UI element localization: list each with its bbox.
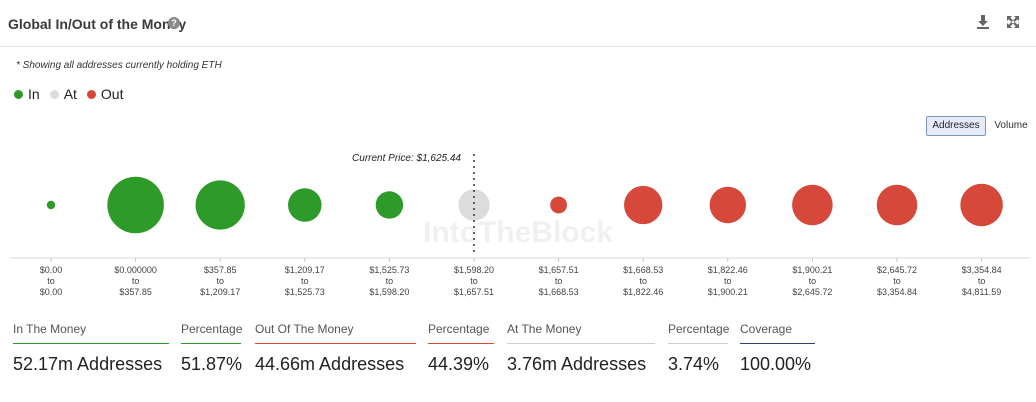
- bubble-out: [624, 185, 663, 225]
- tick-label-from: $0.00: [40, 265, 63, 275]
- tick-label-to-word: to: [470, 276, 478, 286]
- bubble-out: [792, 184, 833, 226]
- legend-label-out: Out: [100, 86, 124, 102]
- bubble-in: [46, 200, 56, 210]
- page-title: Global In/Out of the Money: [8, 16, 187, 32]
- stat-label: Percentage: [668, 322, 729, 344]
- tick-label-to: $1,598.20: [369, 287, 409, 297]
- tick-label-to: $1,525.73: [285, 287, 325, 297]
- tick-label-to-word: to: [555, 276, 563, 286]
- tick-label-from: $1,822.46: [708, 265, 748, 275]
- tick-label-to: $1,209.17: [200, 287, 240, 297]
- chart-header: Global In/Out of the Money ?: [0, 0, 1036, 47]
- stat-value: 44.66m Addresses: [255, 354, 405, 374]
- stat-label: Percentage: [428, 322, 494, 344]
- tick-label-to: $4,811.59: [962, 287, 1001, 297]
- tick-label-from: $2,645.72: [877, 265, 917, 275]
- legend-dot-out: [86, 89, 96, 99]
- stat-out-percentage: Percentage 44.39%: [428, 322, 494, 375]
- tick-label-to: $2,645.72: [792, 287, 832, 297]
- stat-label: Out Of The Money: [255, 322, 416, 344]
- tick-label-from: $1,525.73: [369, 265, 409, 275]
- tick-label-from: $1,598.20: [454, 265, 494, 275]
- tick-label-to: $0.00: [40, 287, 63, 297]
- bubble-at: [458, 189, 490, 221]
- stat-value: 52.17m Addresses: [13, 354, 163, 374]
- stat-label: Coverage: [740, 322, 815, 344]
- current-price-label: Current Price: $1,625.44: [352, 153, 461, 164]
- legend-label-at: At: [63, 86, 77, 102]
- tick-label-to: $357.85: [119, 287, 152, 297]
- legend-item-in[interactable]: In: [14, 86, 40, 102]
- tick-label-from: $357.85: [204, 265, 237, 275]
- stat-in-percentage: Percentage 51.87%: [181, 322, 243, 375]
- bubble-in: [375, 191, 404, 219]
- tick-label-to: $1,822.46: [623, 287, 663, 297]
- addresses-toggle[interactable]: Addresses: [926, 116, 986, 136]
- stat-label: At The Money: [507, 322, 655, 344]
- stat-at-percentage: Percentage 3.74%: [668, 322, 729, 375]
- tick-label-from: $1,657.51: [539, 265, 579, 275]
- tick-label-from: $1,209.17: [285, 265, 325, 275]
- bubble-out: [960, 183, 1003, 227]
- bubble-in: [107, 176, 164, 234]
- legend-dot-in: [14, 89, 23, 99]
- expand-icon[interactable]: [1005, 14, 1021, 30]
- bubble-out: [876, 184, 918, 226]
- tick-label-to-word: to: [893, 276, 901, 286]
- holding-note: * Showing all addresses currently holdin…: [16, 60, 222, 71]
- tick-label-to-word: to: [978, 276, 986, 286]
- stat-value: 51.87%: [181, 354, 243, 374]
- volume-toggle[interactable]: Volume: [994, 120, 1028, 131]
- bubble-out: [550, 196, 567, 214]
- tick-label-to-word: to: [639, 276, 647, 286]
- tick-label-to: $1,657.51: [454, 287, 494, 297]
- tick-label-to-word: to: [724, 276, 732, 286]
- legend-label-in: In: [28, 86, 40, 102]
- download-icon[interactable]: [975, 14, 991, 30]
- bubble-out: [709, 186, 746, 224]
- stat-label: In The Money: [13, 322, 169, 344]
- stat-in-the-money: In The Money 52.17m Addresses: [13, 322, 169, 375]
- tick-label-to-word: to: [216, 276, 224, 286]
- stat-value: 100.00%: [740, 354, 812, 374]
- tick-label-from: $0.000000: [114, 265, 157, 275]
- bubble-in: [288, 188, 322, 222]
- summary-stats: In The Money 52.17m Addresses Percentage 51…: [0, 322, 1036, 392]
- stat-label: Percentage: [181, 322, 242, 344]
- stat-at-the-money: At The Money 3.76m Addresses: [507, 322, 655, 375]
- legend-item-out[interactable]: Out: [86, 86, 124, 102]
- tick-label-to: $1,668.53: [539, 287, 579, 297]
- stat-out-of-the-money: Out Of The Money 44.66m Addresses: [255, 322, 416, 375]
- tick-label-to: $3,354.84: [877, 287, 917, 297]
- help-icon[interactable]: ?: [168, 17, 180, 29]
- bubble-chart: IntoTheBlock$0.00to$0.00$0.000000to$357.…: [10, 153, 1030, 297]
- tick-label-to-word: to: [132, 276, 140, 286]
- stat-coverage: Coverage 100.00%: [740, 322, 815, 375]
- tick-label-from: $1,900.21: [792, 265, 832, 275]
- stat-value: 44.39%: [428, 354, 490, 374]
- tick-label-to-word: to: [47, 276, 55, 286]
- stat-value: 3.74%: [668, 354, 720, 374]
- tick-label-to-word: to: [301, 276, 309, 286]
- bubble-in: [195, 180, 245, 230]
- legend-item-at[interactable]: At: [49, 86, 77, 102]
- legend-dot-at: [49, 89, 59, 99]
- tick-label-from: $3,354.84: [962, 265, 1002, 275]
- tick-label-from: $1,668.53: [623, 265, 663, 275]
- tick-label-to: $1,900.21: [708, 287, 748, 297]
- tick-label-to-word: to: [386, 276, 394, 286]
- tick-label-to-word: to: [809, 276, 817, 286]
- stat-value: 3.76m Addresses: [507, 354, 647, 374]
- chart-legend: In At Out: [14, 86, 134, 102]
- watermark-logo: IntoTheBlock: [423, 216, 613, 249]
